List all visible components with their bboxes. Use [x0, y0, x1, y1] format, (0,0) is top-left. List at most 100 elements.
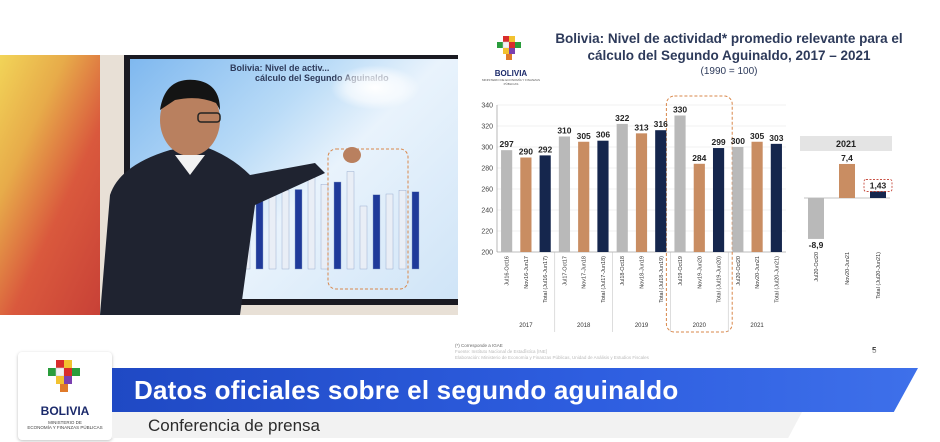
bar — [539, 155, 551, 252]
bolivia-emblem-icon — [48, 360, 80, 392]
bar — [635, 133, 648, 252]
inset-header — [800, 136, 892, 151]
screen-bar — [359, 205, 368, 270]
group-label: 2021 — [750, 323, 764, 329]
inset-bar — [808, 198, 824, 239]
inset-bar — [870, 191, 886, 198]
screen-bar — [411, 191, 420, 270]
inset-bar — [839, 163, 855, 198]
y-tick-label: 220 — [481, 229, 493, 236]
inset-x-tick-label: Total (Jul20-Jun21) — [876, 252, 882, 299]
highlight-box-2020 — [665, 95, 733, 333]
y-tick-label: 280 — [481, 166, 493, 173]
group-label: 2017 — [519, 323, 533, 329]
x-tick-label: Jul17-Oct17 — [562, 256, 568, 286]
bar — [712, 148, 725, 252]
bar — [616, 123, 628, 253]
data-label: 316 — [654, 119, 668, 129]
banner-logo-subtitle-2: ECONOMÍA Y FINANZAS PÚBLICAS — [27, 425, 103, 430]
bar — [732, 147, 744, 252]
x-tick-label: Total (Jul16-Jun17) — [543, 256, 549, 303]
banner-logo-name: BOLIVIA — [40, 404, 90, 418]
bar — [751, 141, 763, 252]
headline-text: Datos oficiales sobre el segundo aguinal… — [134, 375, 679, 405]
bolivia-emblem-icon — [497, 36, 521, 60]
subheadline-banner — [112, 412, 802, 438]
x-tick-label: Jul18-Oct18 — [620, 256, 626, 286]
group-label: 2020 — [693, 323, 707, 329]
y-tick-label: 200 — [481, 250, 493, 257]
data-label: 322 — [615, 113, 629, 123]
data-label: 313 — [634, 122, 648, 132]
y-tick-label: 320 — [481, 124, 493, 131]
inset-data-label: 1,43 — [870, 180, 887, 190]
x-tick-label: Jul16-Oct16 — [505, 256, 511, 286]
inset-label-box — [863, 179, 893, 192]
bar — [578, 141, 590, 252]
bar — [501, 150, 513, 252]
flag-decoration — [0, 55, 100, 315]
x-tick-label: Nov19-Jun20 — [697, 256, 703, 289]
data-label: 290 — [519, 147, 533, 157]
bar — [770, 143, 782, 252]
bar — [558, 136, 571, 252]
data-label: 284 — [692, 153, 706, 163]
slide-subtitle: (1990 = 100) — [700, 66, 758, 77]
data-label: 305 — [577, 131, 591, 141]
slide-logo: BOLIVIA MINISTERIO DE ECONOMÍA Y FINANZA… — [481, 34, 541, 86]
x-tick-label: Nov18-Jun19 — [640, 256, 646, 289]
subheadline-text: Conferencia de prensa — [148, 416, 321, 435]
screen-bar — [372, 194, 381, 270]
data-label: 306 — [596, 130, 610, 140]
banner-logo: BOLIVIA MINISTERIO DE ECONOMÍA Y FINANZA… — [18, 352, 112, 440]
slide-logo-name: BOLIVIA — [494, 69, 528, 78]
screen-title: Bolivia: Nivel de activ... cálculo del S… — [230, 63, 389, 83]
bar — [674, 115, 686, 252]
x-tick-label: Nov16-Jun17 — [524, 256, 530, 289]
headline-banner — [112, 368, 918, 412]
x-tick-label: Total (Jul18-Jun19) — [659, 256, 665, 303]
x-tick-label: Total (Jul17-Jun18) — [601, 256, 607, 303]
bar — [655, 130, 667, 252]
data-label: 292 — [538, 144, 552, 154]
data-label: 330 — [673, 105, 687, 115]
bar — [597, 140, 609, 252]
x-tick-label: Total (Jul19-Jun20) — [717, 256, 723, 303]
slide-logo-subtitle: MINISTERIO DE ECONOMÍA Y FINANZAS PÚBLIC… — [482, 78, 540, 86]
data-label: 305 — [750, 131, 764, 141]
group-label: 2019 — [635, 323, 649, 329]
screen-bar — [346, 171, 355, 270]
screen-glare — [330, 65, 420, 110]
y-tick-label: 340 — [481, 103, 493, 110]
screen-bar — [294, 189, 303, 270]
y-tick-label: 240 — [481, 208, 493, 215]
data-label: 300 — [731, 136, 745, 146]
y-tick-label: 300 — [481, 145, 493, 152]
inset-title: 2021 — [836, 139, 856, 149]
y-tick-label: 260 — [481, 187, 493, 194]
screen-bar — [320, 184, 329, 270]
inset-data-label: -8,9 — [809, 240, 824, 250]
x-tick-label: Jul19-Oct19 — [678, 256, 684, 286]
data-label: 310 — [557, 126, 571, 136]
x-tick-label: Total (Jul20-Jun21) — [774, 256, 780, 303]
inset-data-label: 7,4 — [841, 153, 853, 163]
screen-bar — [333, 181, 342, 270]
inset-x-tick-label: Nov20-Jun21 — [845, 252, 851, 285]
x-tick-label: Nov17-Jun18 — [582, 256, 588, 289]
group-label: 2018 — [577, 323, 591, 329]
bar — [693, 163, 705, 252]
x-tick-label: Jul20-Oct20 — [736, 256, 742, 286]
screen-bar — [385, 193, 394, 270]
x-tick-label: Nov20-Jun21 — [755, 256, 761, 289]
screen-bar — [398, 190, 407, 270]
data-label: 297 — [500, 139, 514, 149]
slide-title: Bolivia: Nivel de actividad* promedio re… — [555, 31, 903, 63]
banner-logo-subtitle-1: MINISTERIO DE — [48, 420, 82, 425]
presenter — [100, 79, 361, 315]
data-label: 303 — [769, 133, 783, 143]
bar — [520, 157, 532, 252]
video-feed: Bolivia: Nivel de activ... cálculo del S… — [0, 55, 458, 315]
source-line: (*) Corresponde a IGAE — [455, 343, 503, 348]
